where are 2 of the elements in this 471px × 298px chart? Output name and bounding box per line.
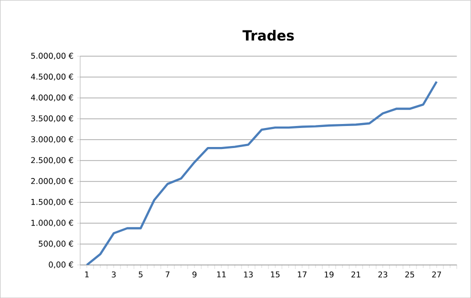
line-series bbox=[86, 80, 438, 265]
chart-title: Trades bbox=[242, 30, 294, 41]
